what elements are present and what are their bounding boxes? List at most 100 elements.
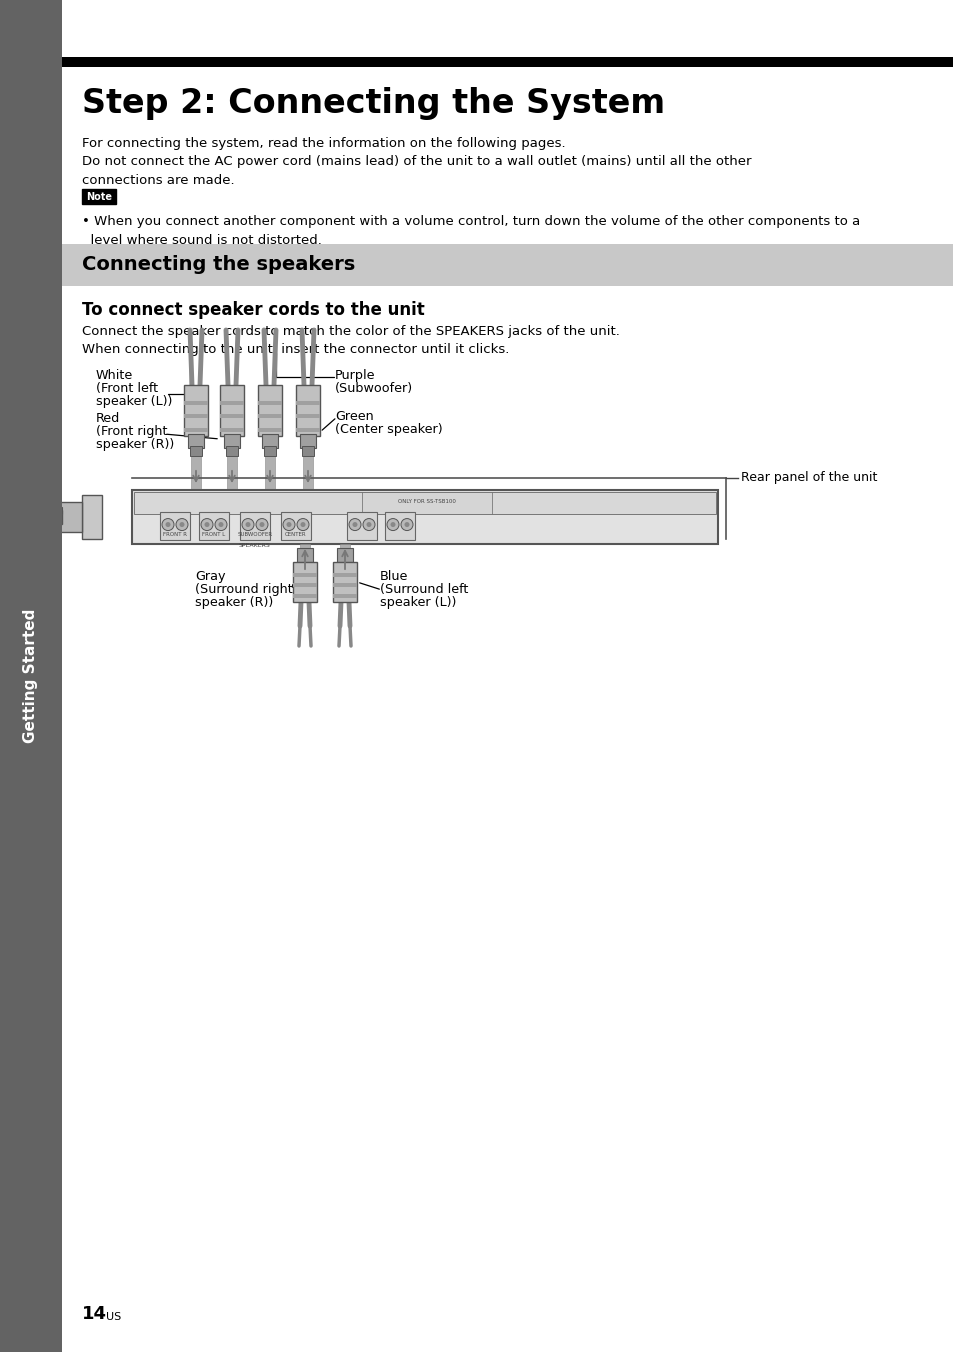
Bar	[62, 57, 953, 68]
Bar	[339, 544, 350, 562]
Bar	[132, 489, 718, 544]
Text: To connect speaker cords to the unit: To connect speaker cords to the unit	[82, 301, 424, 319]
Text: (Surround left: (Surround left	[379, 583, 468, 596]
Bar	[257, 414, 282, 418]
Text: Red: Red	[96, 412, 120, 425]
Circle shape	[242, 519, 253, 530]
Text: Purple: Purple	[335, 369, 375, 383]
Bar	[62, 243, 953, 287]
Bar	[199, 512, 229, 539]
Bar	[257, 400, 282, 404]
Bar	[296, 548, 313, 562]
Circle shape	[366, 522, 371, 527]
Bar	[299, 544, 310, 562]
Text: speaker (L)): speaker (L))	[96, 395, 172, 408]
Bar	[133, 492, 716, 514]
Text: Do not connect the AC power cord (mains lead) of the unit to a wall outlet (main: Do not connect the AC power cord (mains …	[82, 155, 751, 169]
Bar	[293, 594, 316, 598]
Circle shape	[214, 519, 227, 530]
Bar	[220, 385, 244, 435]
Bar	[333, 594, 356, 598]
Text: speaker (R)): speaker (R))	[194, 596, 273, 608]
Bar	[184, 429, 208, 433]
Bar	[22, 510, 62, 525]
Bar	[333, 583, 356, 587]
Text: (Front left: (Front left	[96, 383, 158, 395]
Bar	[224, 434, 240, 448]
Text: SPEAKERS: SPEAKERS	[239, 544, 271, 548]
Bar	[190, 446, 202, 456]
Bar	[293, 573, 316, 577]
Bar	[226, 446, 237, 456]
Text: (Center speaker): (Center speaker)	[335, 423, 442, 435]
Circle shape	[255, 519, 268, 530]
Bar	[333, 562, 356, 602]
Text: FRONT L: FRONT L	[202, 531, 226, 537]
Text: Step 2: Connecting the System: Step 2: Connecting the System	[82, 88, 664, 120]
Bar	[303, 456, 313, 489]
Text: White: White	[96, 369, 133, 383]
Circle shape	[363, 519, 375, 530]
Text: ONLY FOR SS-TSB100: ONLY FOR SS-TSB100	[397, 499, 456, 504]
Text: For connecting the system, read the information on the following pages.: For connecting the system, read the info…	[82, 138, 565, 150]
Bar	[220, 429, 244, 433]
Bar	[295, 429, 319, 433]
Text: Blue: Blue	[379, 571, 408, 583]
Text: Rear panel of the unit: Rear panel of the unit	[740, 472, 877, 484]
Bar	[295, 400, 319, 404]
Text: FRONT R: FRONT R	[163, 531, 187, 537]
Circle shape	[259, 522, 264, 527]
Bar	[333, 573, 356, 577]
Circle shape	[162, 519, 173, 530]
Circle shape	[349, 519, 360, 530]
Bar	[0, 0, 62, 1352]
Bar	[262, 434, 277, 448]
Circle shape	[352, 522, 357, 527]
Text: speaker (R)): speaker (R))	[96, 438, 174, 452]
Text: When connecting to the unit, insert the connector until it clicks.: When connecting to the unit, insert the …	[82, 343, 509, 357]
Circle shape	[296, 519, 309, 530]
Text: Gray: Gray	[194, 571, 225, 583]
Bar	[227, 456, 236, 489]
Text: speaker (L)): speaker (L))	[379, 596, 456, 608]
Bar	[220, 414, 244, 418]
Text: Note: Note	[86, 192, 112, 201]
Bar	[361, 492, 492, 514]
Text: connections are made.: connections are made.	[82, 173, 234, 187]
Circle shape	[387, 519, 398, 530]
Bar	[295, 385, 319, 435]
Bar	[299, 434, 315, 448]
Bar	[60, 502, 82, 531]
Text: Green: Green	[335, 410, 374, 423]
Circle shape	[286, 522, 292, 527]
Text: Connect the speaker cords to match the color of the SPEAKERS jacks of the unit.: Connect the speaker cords to match the c…	[82, 326, 619, 338]
Circle shape	[175, 519, 188, 530]
Text: Getting Started: Getting Started	[24, 608, 38, 744]
Bar	[184, 385, 208, 435]
Text: (Subwoofer): (Subwoofer)	[335, 383, 413, 395]
Circle shape	[201, 519, 213, 530]
Bar	[336, 548, 353, 562]
Circle shape	[300, 522, 305, 527]
Bar	[385, 512, 415, 539]
Circle shape	[204, 522, 210, 527]
Bar	[160, 512, 190, 539]
Bar	[264, 446, 275, 456]
Bar	[293, 562, 316, 602]
Bar	[188, 434, 204, 448]
Text: SUBWOOFER: SUBWOOFER	[237, 531, 273, 537]
Bar	[347, 512, 376, 539]
Bar	[257, 429, 282, 433]
Text: • When you connect another component with a volume control, turn down the volume: • When you connect another component wit…	[82, 215, 860, 228]
Bar	[220, 400, 244, 404]
Bar	[82, 189, 116, 204]
Text: US: US	[106, 1311, 121, 1322]
Circle shape	[245, 522, 251, 527]
Circle shape	[283, 519, 294, 530]
Text: (Surround right: (Surround right	[194, 583, 293, 596]
Circle shape	[218, 522, 223, 527]
Text: CENTER: CENTER	[285, 531, 307, 537]
Bar	[257, 385, 282, 435]
Text: (Front right: (Front right	[96, 425, 168, 438]
Bar	[184, 414, 208, 418]
